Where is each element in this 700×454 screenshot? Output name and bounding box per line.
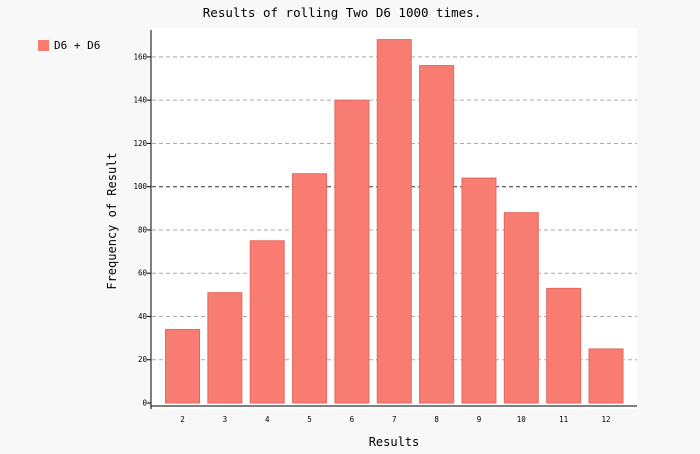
x-tick-label: 10 [517, 415, 527, 424]
y-tick-label: 140 [133, 96, 147, 105]
x-tick-label: 8 [434, 415, 439, 424]
x-tick-label: 9 [477, 415, 482, 424]
y-tick-label: 40 [138, 312, 148, 321]
bar-11 [546, 287, 582, 404]
bar-12 [588, 348, 624, 404]
bars [165, 39, 624, 404]
bar-8 [419, 65, 455, 404]
bar-10 [503, 212, 539, 404]
y-tick-label: 160 [133, 52, 147, 61]
x-tick-label: 3 [223, 415, 228, 424]
y-tick-label: 120 [133, 139, 147, 148]
legend-label: D6 + D6 [54, 39, 100, 52]
bar-4 [249, 240, 285, 404]
bar-6 [334, 99, 370, 404]
x-axis-label: Results [369, 435, 420, 449]
chart-title: Results of rolling Two D6 1000 times. [203, 5, 481, 20]
y-tick-label: 0 [142, 399, 147, 408]
x-tick-label: 11 [559, 415, 568, 424]
bar-7 [376, 39, 412, 404]
y-axis-ticks: 0 20 40 60 80 100 120 140 160 [133, 52, 151, 408]
legend: D6 + D6 [38, 39, 100, 52]
x-tick-label: 7 [392, 415, 397, 424]
x-tick-label: 6 [350, 415, 355, 424]
x-tick-label: 2 [180, 415, 185, 424]
bar-9 [461, 177, 497, 404]
x-tick-label: 4 [265, 415, 270, 424]
y-tick-label: 100 [133, 182, 147, 191]
y-tick-label: 20 [138, 355, 148, 364]
y-tick-label: 80 [138, 225, 148, 234]
bar-2 [165, 328, 200, 404]
x-axis-ticks: 2 3 4 5 6 7 8 9 10 11 12 [180, 415, 610, 424]
y-tick-label: 60 [138, 269, 148, 278]
bar-3 [207, 292, 243, 404]
x-tick-label: 12 [601, 415, 610, 424]
legend-swatch [38, 40, 49, 51]
y-axis-label: Frequency of Result [105, 152, 119, 289]
bar-5 [292, 173, 328, 404]
x-tick-label: 5 [307, 415, 312, 424]
